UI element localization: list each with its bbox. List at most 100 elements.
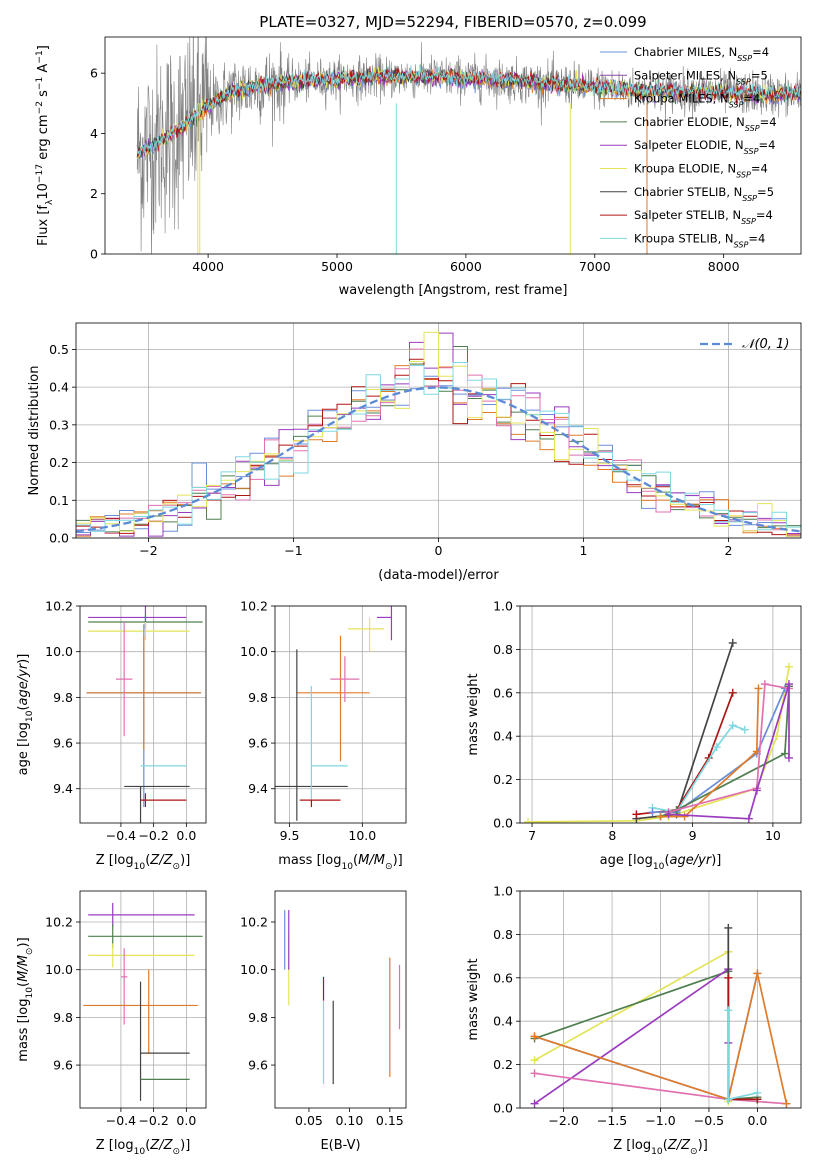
mass-weight-marker: [784, 662, 793, 671]
x-axis-label: Z [log10(Z/Z⊙)]: [96, 1138, 191, 1157]
y-tick-label: 10.0: [45, 644, 73, 659]
mass-weight-marker: [724, 923, 733, 932]
plot-area-mass-vs-Z: [83, 902, 203, 1101]
y-tick-label: 9.6: [248, 736, 268, 751]
axes-spectrum: 4000 5000 6000 7000 8000 0 2 4 6 PLATE=0327, MJD=…: [35, 13, 802, 298]
y-axis-label: mass weight: [466, 673, 481, 755]
x-tick-label: 4000: [192, 259, 224, 274]
x-tick-label: 8: [608, 828, 616, 843]
x-axis-label: E(B-V): [320, 1138, 360, 1153]
y-tick-label: 0.5: [49, 342, 69, 357]
mass-weight-marker: [728, 721, 737, 730]
mass-weight-marker: [753, 1088, 762, 1097]
chart-title: PLATE=0327, MJD=52294, FIBERID=0570, z=0…: [259, 13, 646, 31]
mass-weight-marker: [760, 680, 769, 689]
axes-massweight-vs-age: 7 8 9 10 0.0 0.2 0.4 0.6 0.8 1.0 age [log10(age/yr…: [466, 599, 802, 872]
y-tick-label: 9.8: [53, 1010, 73, 1025]
x-tick-label: 10.0: [348, 828, 376, 843]
mass-weight-marker: [724, 973, 733, 982]
y-axis-label: mass weight: [466, 958, 481, 1040]
x-tick-label: 5000: [321, 259, 353, 274]
x-tick-label: −0.4: [106, 828, 136, 843]
x-tick-label: 7000: [579, 259, 611, 274]
y-tick-label: 0.8: [493, 642, 513, 657]
y-tick-label: 10.2: [45, 599, 73, 614]
y-tick-label: 4: [90, 126, 98, 141]
axes-frame: [104, 36, 802, 255]
observed-spectrum: [136, 37, 801, 254]
gaussian-curve: [76, 386, 801, 533]
y-tick-label: 9.6: [53, 736, 73, 751]
x-tick-label: 0.0: [176, 828, 196, 843]
y-tick-label: 0.4: [49, 380, 69, 395]
x-tick-label: −1: [284, 543, 302, 558]
x-tick-label: 2: [725, 543, 733, 558]
y-tick-label: 0.2: [493, 1057, 513, 1072]
x-tick-label: 8000: [708, 259, 740, 274]
plot-area-massweight-vs-Z: [530, 923, 791, 1108]
y-tick-label: 10.2: [240, 599, 268, 614]
mass-weight-marker: [632, 810, 641, 819]
x-axis-label: (data-model)/error: [378, 568, 499, 583]
y-tick-label: 0.0: [493, 1101, 513, 1116]
mass-weight-line: [534, 973, 788, 1104]
y-tick-label: 9.6: [248, 1058, 268, 1073]
mass-weight-marker: [724, 1006, 733, 1015]
y-tick-label: 0.2: [493, 772, 513, 787]
mass-weight-line: [652, 688, 786, 813]
mass-weight-line: [668, 683, 790, 813]
mass-weight-marker: [524, 817, 533, 823]
y-tick-label: 0.4: [493, 1014, 513, 1029]
mass-weight-marker: [780, 749, 789, 758]
y-tick-label: 10.2: [45, 915, 73, 930]
mass-weight-marker: [754, 684, 763, 693]
y-tick-label: 9.8: [53, 690, 73, 705]
mass-weight-marker: [744, 814, 753, 823]
x-axis-label: Z [log10(Z/Z⊙)]: [613, 1138, 708, 1157]
x-tick-label: 0: [435, 543, 443, 558]
mass-weight-marker: [784, 680, 793, 689]
y-tick-label: 0.2: [49, 455, 69, 470]
mass-weight-marker: [728, 638, 737, 647]
mass-weight-marker: [772, 732, 781, 741]
y-tick-label: 10.0: [240, 962, 268, 977]
mass-weight-marker: [712, 743, 721, 752]
plot-area-age-vs-Z: [86, 606, 203, 823]
x-axis-label: mass [log10(M/M⊙)]: [278, 853, 402, 872]
axes-frame: [519, 605, 802, 824]
y-axis-label: age [log10(age/yr)]: [16, 654, 35, 776]
mass-weight-line: [660, 688, 760, 818]
mass-weight-marker: [680, 812, 689, 821]
y-tick-label: 9.6: [53, 1058, 73, 1073]
mass-weight-marker: [648, 808, 657, 817]
x-tick-label: −1.5: [597, 1113, 627, 1128]
y-tick-label: 0.6: [493, 970, 513, 985]
y-tick-label: 9.8: [248, 690, 268, 705]
legend-entry: Kroupa MILES, NSSP=4: [634, 92, 760, 110]
plot-area-residuals: [76, 331, 801, 538]
y-axis-label: mass [log10(M/M⊙)]: [16, 937, 35, 1061]
y-tick-label: 10.0: [45, 962, 73, 977]
y-axis-label: Flux [fλ10−17 erg cm−2 s−1 A−1]: [35, 45, 55, 246]
mass-weight-marker: [724, 1095, 733, 1104]
axes-frame: [75, 322, 802, 539]
y-tick-label: 0.3: [49, 417, 69, 432]
y-tick-label: 9.8: [248, 1010, 268, 1025]
x-tick-label: 0.0: [176, 1113, 196, 1128]
model-line: [136, 65, 801, 156]
x-tick-label: 9.5: [280, 828, 300, 843]
plot-area-spectrum: [136, 37, 801, 254]
mass-weight-line: [527, 666, 790, 823]
legend-entry: Kroupa ELODIE, NSSP=4: [634, 162, 768, 180]
mass-weight-marker: [530, 1032, 539, 1041]
legend-entry: Chabrier ELODIE, NSSP=4: [634, 115, 777, 132]
y-tick-label: 0.6: [493, 685, 513, 700]
y-tick-label: 0.0: [49, 531, 69, 546]
mass-weight-marker: [782, 1099, 791, 1108]
axes-frame: [274, 605, 407, 824]
mass-weight-marker: [664, 810, 673, 819]
x-axis-label: Z [log10(Z/Z⊙)]: [96, 853, 191, 872]
x-tick-label: 0.0: [747, 1113, 767, 1128]
x-tick-label: −2: [139, 543, 157, 558]
mass-weight-marker: [728, 688, 737, 697]
